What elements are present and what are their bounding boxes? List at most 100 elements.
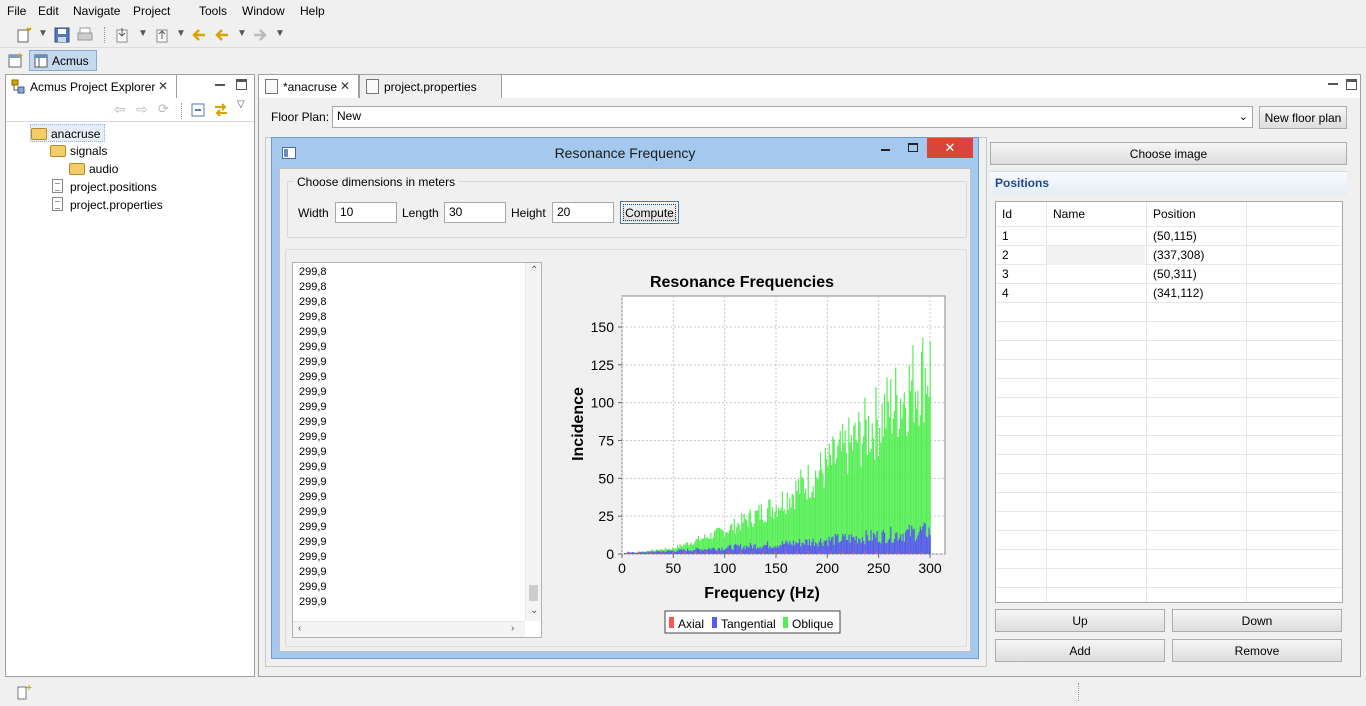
frequency-list[interactable]: 299,8 299,8 299,8 299,8 299,9 299,9 299,9 299,9… <box>292 262 542 638</box>
list-item[interactable]: 299,9 <box>299 596 327 608</box>
list-item[interactable]: 299,9 <box>299 476 327 488</box>
scroll-right-icon[interactable]: › <box>511 623 515 634</box>
cell-name[interactable] <box>1047 284 1053 303</box>
forward-nav-icon[interactable]: ⇨ <box>136 101 148 117</box>
close-icon[interactable]: ✕ <box>158 79 169 93</box>
tab-anacruse[interactable]: *anacruse ✕ <box>258 74 359 98</box>
table-row[interactable]: 3 (50,311) <box>996 265 1342 284</box>
list-item[interactable]: 299,9 <box>299 566 327 578</box>
tree-item-signals[interactable]: signals <box>50 142 107 160</box>
down-button[interactable]: Down <box>1172 609 1342 632</box>
maximize-icon[interactable] <box>908 143 918 152</box>
remove-button[interactable]: Remove <box>1172 639 1342 662</box>
column-header-position[interactable]: Position <box>1153 207 1196 221</box>
height-input[interactable]: 20 <box>552 202 614 223</box>
import-icon[interactable] <box>114 27 130 43</box>
scroll-down-icon[interactable]: ⌄ <box>530 605 539 616</box>
up-button[interactable]: Up <box>995 609 1165 632</box>
tree-item-anacruse[interactable]: anacruse <box>30 124 106 142</box>
menu-tools[interactable]: Tools <box>199 4 228 18</box>
list-item[interactable]: 299,9 <box>299 416 327 428</box>
list-item[interactable]: 299,9 <box>299 506 327 518</box>
tree-item-project-positions[interactable]: project.positions <box>50 178 157 196</box>
list-item[interactable]: 299,9 <box>299 356 327 368</box>
menu-file[interactable]: File <box>7 4 27 18</box>
list-item[interactable]: 299,8 <box>299 266 327 278</box>
list-item[interactable]: 299,9 <box>299 581 327 593</box>
table-row[interactable]: 1 (50,115) <box>996 227 1342 246</box>
list-item[interactable]: 299,9 <box>299 521 327 533</box>
menu-help[interactable]: Help <box>300 4 325 18</box>
maximize-icon[interactable] <box>236 79 247 90</box>
vertical-scrollbar[interactable]: ⌃ ⌄ <box>525 263 541 621</box>
scroll-left-icon[interactable]: ‹ <box>298 623 302 634</box>
list-item[interactable]: 299,9 <box>299 461 327 473</box>
new-dropdown-icon[interactable]: ▼ <box>38 28 48 39</box>
column-header-id[interactable]: Id <box>1002 207 1013 221</box>
list-item[interactable]: 299,9 <box>299 386 327 398</box>
print-icon[interactable] <box>77 27 93 43</box>
link-editor-icon[interactable] <box>213 102 229 118</box>
list-item[interactable]: 299,9 <box>299 431 327 443</box>
collapse-all-icon[interactable] <box>191 103 205 117</box>
horizontal-scrollbar[interactable]: ‹ › <box>293 621 525 637</box>
minimize-icon[interactable] <box>881 149 890 151</box>
new-icon[interactable] <box>16 27 32 43</box>
tab-project-properties[interactable]: project.properties <box>359 74 502 98</box>
fast-view-icon[interactable] <box>17 684 33 700</box>
menu-project[interactable]: Project <box>133 4 171 18</box>
view-menu-icon[interactable]: ▽ <box>237 99 245 110</box>
list-item[interactable]: 299,9 <box>299 326 327 338</box>
maximize-icon[interactable] <box>1346 79 1357 90</box>
perspective-acmus-button[interactable]: Acmus <box>29 50 97 71</box>
positions-table[interactable]: Id Name Position 1 (50,115) 2 (337,308) … <box>995 201 1343 603</box>
up-nav-icon[interactable]: ⟳ <box>158 101 169 116</box>
table-row[interactable]: 2 (337,308) <box>996 246 1342 265</box>
cell-name[interactable] <box>1047 246 1145 265</box>
tree-item-project-properties[interactable]: project.properties <box>50 196 163 214</box>
length-input[interactable]: 30 <box>444 202 506 223</box>
menu-navigate[interactable]: Navigate <box>73 4 121 18</box>
list-item[interactable]: 299,9 <box>299 401 327 413</box>
scroll-up-icon[interactable]: ⌃ <box>530 265 539 276</box>
new-floor-plan-button[interactable]: New floor plan <box>1259 106 1347 129</box>
list-item[interactable]: 299,9 <box>299 341 327 353</box>
tab-project-explorer[interactable]: Acmus Project Explorer ✕ <box>5 74 177 98</box>
open-perspective-icon[interactable] <box>8 53 24 69</box>
last-edit-icon[interactable] <box>191 27 207 43</box>
compute-button[interactable]: Compute <box>620 201 679 224</box>
list-item[interactable]: 299,8 <box>299 296 327 308</box>
save-icon[interactable] <box>54 27 70 43</box>
import-dropdown-icon[interactable]: ▼ <box>138 28 148 39</box>
menu-window[interactable]: Window <box>242 4 285 18</box>
choose-image-button[interactable]: Choose image <box>990 142 1347 165</box>
export-icon[interactable] <box>154 27 170 43</box>
floor-plan-select[interactable]: New ⌄ <box>332 106 1253 128</box>
list-item[interactable]: 299,9 <box>299 371 327 383</box>
add-button[interactable]: Add <box>995 639 1165 662</box>
list-item[interactable]: 299,9 <box>299 536 327 548</box>
table-row[interactable]: 4 (341,112) <box>996 284 1342 303</box>
close-button[interactable]: ✕ <box>927 138 973 158</box>
list-item[interactable]: 299,8 <box>299 311 327 323</box>
back-nav-icon[interactable]: ⇦ <box>114 101 126 117</box>
minimize-icon[interactable] <box>215 84 225 86</box>
back-dropdown-icon[interactable]: ▼ <box>237 28 247 39</box>
list-item[interactable]: 299,8 <box>299 281 327 293</box>
scrollbar-thumb[interactable] <box>529 585 538 601</box>
forward-dropdown-icon[interactable]: ▼ <box>275 28 285 39</box>
width-input[interactable]: 10 <box>335 202 397 223</box>
menu-edit[interactable]: Edit <box>38 4 59 18</box>
tree-item-audio[interactable]: audio <box>69 160 118 178</box>
list-item[interactable]: 299,9 <box>299 551 327 563</box>
back-icon[interactable] <box>214 27 230 43</box>
cell-name[interactable] <box>1047 227 1053 246</box>
export-dropdown-icon[interactable]: ▼ <box>176 28 186 39</box>
list-item[interactable]: 299,9 <box>299 491 327 503</box>
list-item[interactable]: 299,9 <box>299 446 327 458</box>
column-header-name[interactable]: Name <box>1053 207 1086 221</box>
close-icon[interactable]: ✕ <box>340 79 351 93</box>
forward-icon[interactable] <box>252 27 268 43</box>
minimize-icon[interactable] <box>1328 83 1338 85</box>
cell-name[interactable] <box>1047 265 1053 284</box>
